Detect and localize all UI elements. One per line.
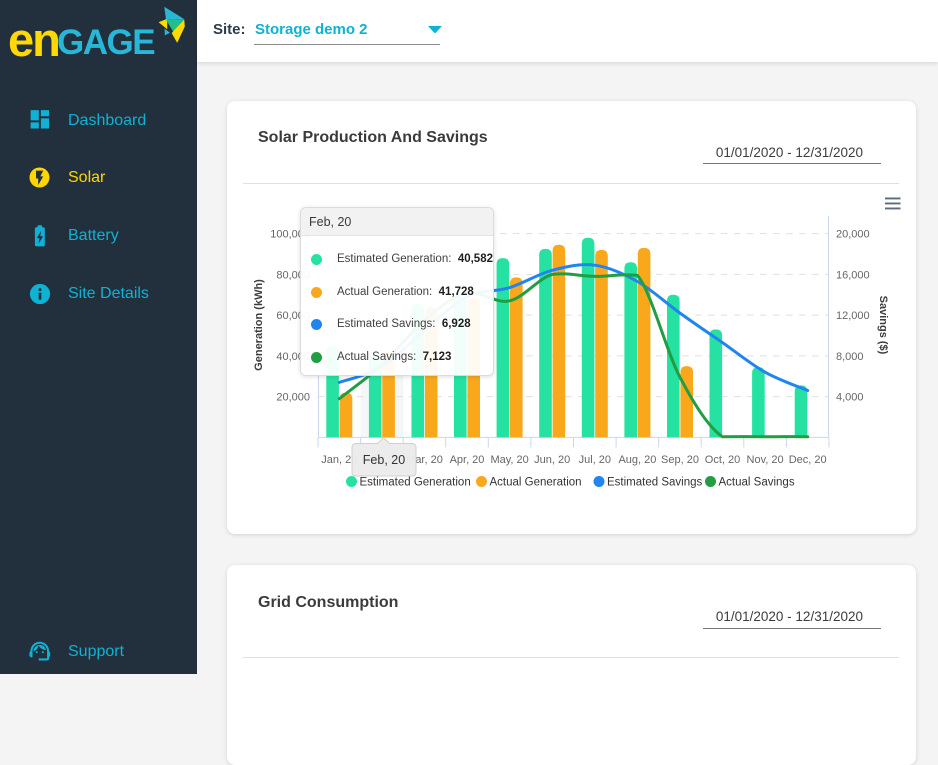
svg-text:4,000: 4,000: [836, 392, 864, 404]
svg-text:12,000: 12,000: [836, 310, 870, 322]
svg-text:Generation (kWh): Generation (kWh): [253, 279, 265, 371]
svg-text:Apr, 20: Apr, 20: [450, 454, 485, 466]
svg-text:Dec, 20: Dec, 20: [789, 454, 827, 466]
svg-text:Aug, 20: Aug, 20: [618, 454, 656, 466]
svg-text:20,000: 20,000: [276, 392, 310, 404]
svg-text:Nov, 20: Nov, 20: [747, 454, 784, 466]
svg-text:Jun, 20: Jun, 20: [534, 454, 570, 466]
svg-text:8,000: 8,000: [836, 351, 864, 363]
svg-text:Actual Savings: Actual Savings: [719, 477, 795, 489]
svg-text:16,000: 16,000: [836, 269, 870, 281]
svg-text:Actual Generation: Actual Generation: [490, 477, 582, 489]
svg-text:Estimated Savings: Estimated Savings: [607, 477, 702, 489]
svg-text:Jan, 20: Jan, 20: [321, 454, 357, 466]
svg-text:Feb, 20: Feb, 20: [363, 453, 405, 467]
svg-text:Sep, 20: Sep, 20: [661, 454, 699, 466]
svg-text:May, 20: May, 20: [490, 454, 528, 466]
svg-text:Oct, 20: Oct, 20: [705, 454, 740, 466]
svg-text:Savings ($): Savings ($): [877, 296, 889, 355]
svg-text:Estimated Generation: Estimated Generation: [360, 477, 471, 489]
svg-text:20,000: 20,000: [836, 229, 870, 241]
svg-text:Jul, 20: Jul, 20: [579, 454, 611, 466]
